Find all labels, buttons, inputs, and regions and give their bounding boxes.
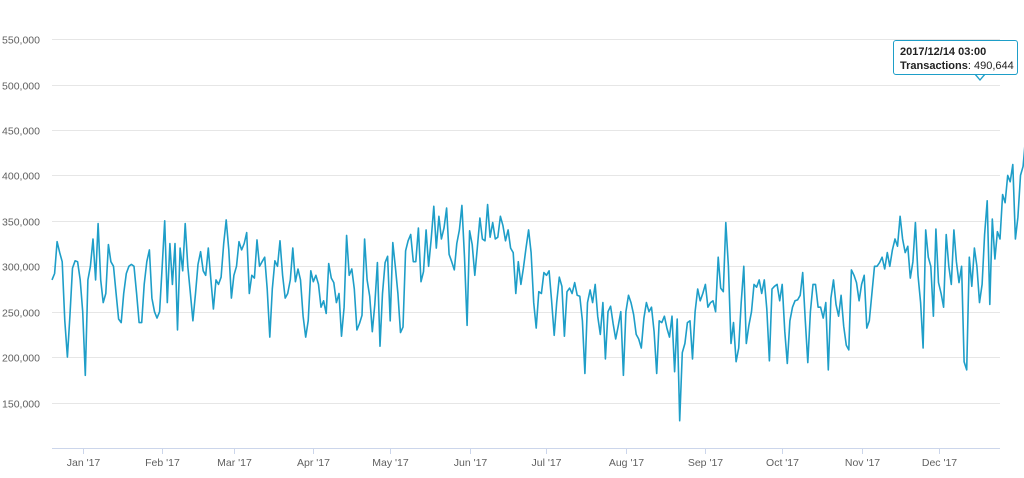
x-tick-label: Jul '17	[531, 457, 561, 469]
y-axis-tick-labels: 150,000 200,000 250,000 300,000 350,000 400,0…	[2, 35, 40, 411]
x-tick-label: Jun '17	[454, 457, 488, 469]
y-tick-label: 450,000	[2, 126, 40, 138]
y-tick-label: 250,000	[2, 308, 40, 320]
data-tooltip: 2017/12/14 03:00 Transactions: 490,644	[893, 40, 1018, 75]
x-tick-label: Nov '17	[845, 457, 880, 469]
tooltip-value: 490,644	[973, 60, 1014, 72]
y-tick-label: 150,000	[2, 399, 40, 411]
y-tick-label: 200,000	[2, 353, 40, 365]
grid-lines	[52, 39, 1000, 404]
x-tick-label: May '17	[372, 457, 409, 469]
tooltip-label: Transactions	[900, 60, 968, 72]
x-tick-label: Dec '17	[922, 457, 957, 469]
y-tick-label: 300,000	[2, 262, 40, 274]
x-tick-label: Sep '17	[688, 457, 723, 469]
y-tick-label: 500,000	[2, 81, 40, 93]
y-tick-label: 400,000	[2, 171, 40, 183]
y-tick-label: 550,000	[2, 35, 40, 47]
y-tick-label: 350,000	[2, 217, 40, 229]
x-tick-label: Apr '17	[297, 457, 330, 469]
transactions-series-line[interactable]	[51, 93, 1024, 422]
tooltip-separator: :	[967, 60, 974, 72]
x-tick-label: Mar '17	[217, 457, 252, 469]
tooltip-date: 2017/12/14 03:00	[900, 46, 987, 58]
x-tick-label: Jan '17	[67, 457, 101, 469]
tooltip-row: Transactions: 490,644	[900, 59, 1014, 73]
x-axis-ticks: Jan '17 Feb '17 Mar '17 Apr '17 May '17 Jun '…	[67, 448, 957, 469]
tooltip-arrow-inner	[975, 73, 985, 79]
x-tick-label: Oct '17	[766, 457, 799, 469]
x-tick-label: Aug '17	[609, 457, 644, 469]
x-tick-label: Feb '17	[145, 457, 180, 469]
